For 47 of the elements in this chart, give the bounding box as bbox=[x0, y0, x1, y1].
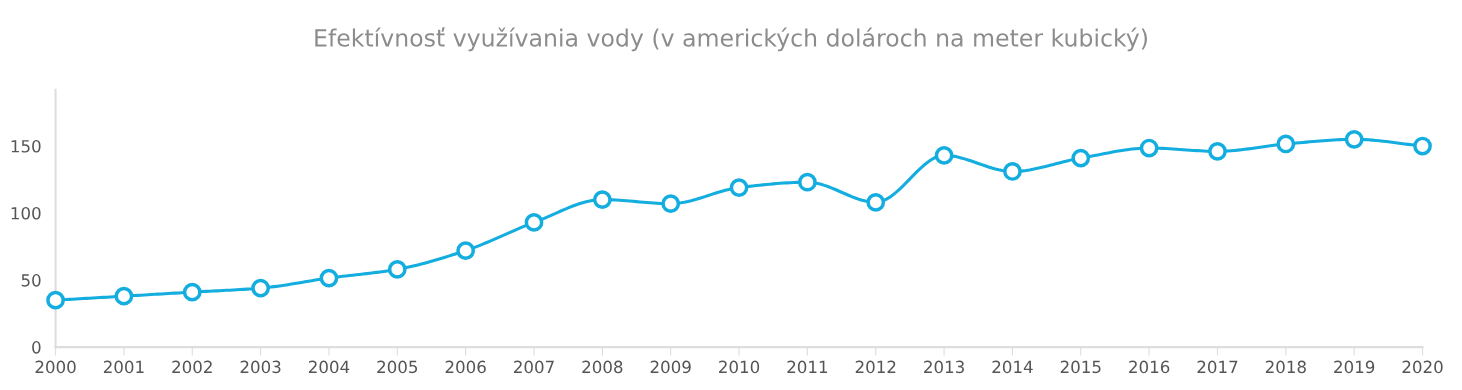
y-tick-label: 150 bbox=[11, 139, 41, 153]
point bbox=[1276, 134, 1296, 154]
x-tick-label: 2004 bbox=[308, 360, 350, 374]
x-tick-label: 2014 bbox=[992, 360, 1033, 374]
y-tick-label: 100 bbox=[11, 207, 41, 220]
point bbox=[1413, 136, 1432, 156]
x-tick-label: 2019 bbox=[1334, 360, 1375, 374]
point bbox=[1344, 129, 1364, 149]
point bbox=[319, 268, 339, 288]
point bbox=[934, 146, 954, 165]
point bbox=[798, 172, 817, 192]
x-tick-label: 2017 bbox=[1197, 360, 1238, 374]
x-tick-label: 2003 bbox=[240, 360, 281, 374]
point bbox=[251, 278, 270, 298]
x-tick-label: 2008 bbox=[582, 360, 623, 374]
point bbox=[866, 192, 886, 212]
x-tick-label: 2010 bbox=[719, 360, 760, 374]
x-tick-label: 2006 bbox=[445, 360, 486, 374]
x-tick-label: 2012 bbox=[855, 360, 896, 374]
y-tick-label: 0 bbox=[32, 341, 41, 354]
point bbox=[592, 190, 612, 210]
x-tick-label: 2007 bbox=[514, 360, 554, 374]
point bbox=[661, 194, 681, 214]
x-tick-label: 2005 bbox=[377, 360, 418, 374]
chart-title: Efektívnosť využívania vody (v amerických dolároch na meter kubický) bbox=[315, 27, 1147, 52]
point bbox=[46, 290, 65, 310]
x-tick-label: 2018 bbox=[1265, 360, 1306, 374]
point bbox=[1071, 148, 1091, 168]
point bbox=[1003, 162, 1022, 181]
x-tick-label: 2000 bbox=[35, 360, 76, 374]
point bbox=[182, 282, 202, 302]
x-tick-label: 2015 bbox=[1060, 360, 1101, 374]
point bbox=[1139, 138, 1159, 158]
x-tick-label: 2013 bbox=[924, 360, 964, 374]
x-tick-label: 2011 bbox=[787, 360, 828, 374]
y-tick-label: 50 bbox=[21, 274, 41, 287]
point bbox=[456, 241, 476, 260]
x-tick-label: 2020 bbox=[1402, 360, 1443, 374]
point bbox=[729, 178, 749, 197]
x-tick-label: 2001 bbox=[103, 360, 144, 374]
point bbox=[524, 213, 544, 232]
x-tick-label: 2016 bbox=[1129, 360, 1170, 374]
x-tick-label: 2002 bbox=[172, 360, 212, 374]
point bbox=[387, 259, 407, 279]
point bbox=[114, 286, 134, 306]
point bbox=[1208, 141, 1227, 161]
x-tick-label: 2009 bbox=[650, 360, 691, 374]
